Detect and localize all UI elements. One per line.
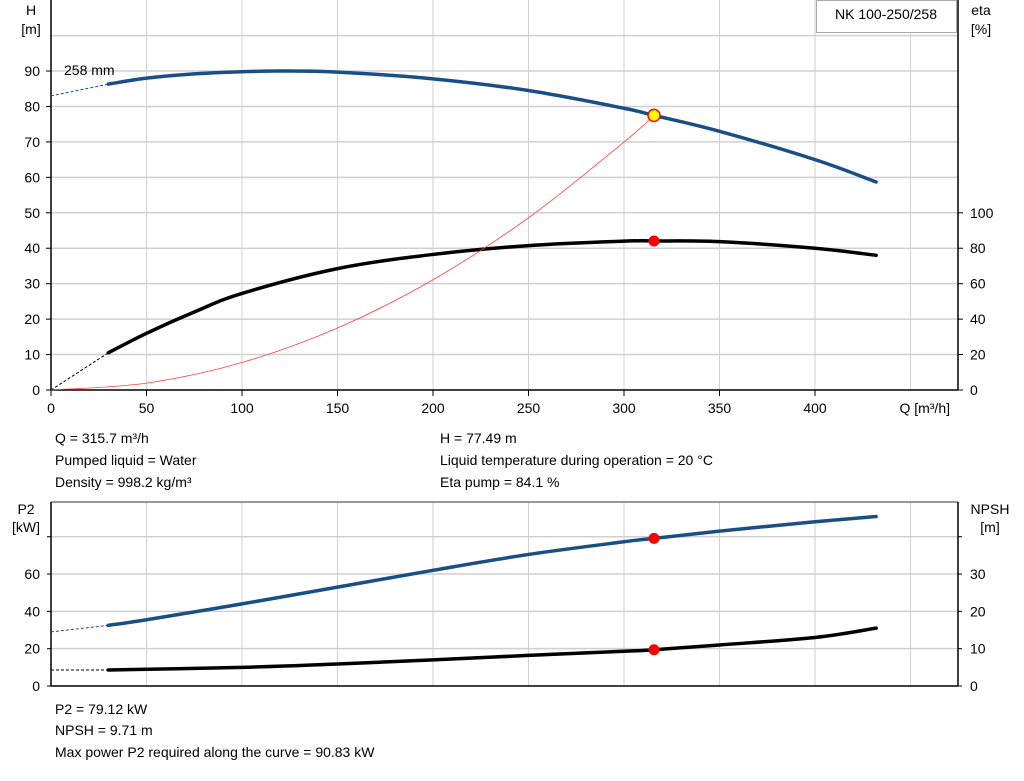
duty-point-npsh: [648, 644, 660, 656]
h-axis-label: H: [26, 2, 36, 18]
head-curve-extrapolated: [50, 83, 109, 97]
h-tick-label: 70: [24, 134, 40, 150]
x-tick-label: 300: [612, 400, 636, 416]
curves: [50, 69, 878, 672]
eta-tick-label: 20: [970, 347, 986, 363]
info-h: H = 77.49 m: [440, 430, 517, 446]
p2-tick-label: 20: [24, 641, 40, 657]
npsh-curve: [106, 626, 878, 672]
info-eta: Eta pump = 84.1 %: [440, 474, 560, 490]
duty-point-eta: [648, 235, 660, 247]
impeller-diameter-label: 258 mm: [64, 62, 115, 78]
eta-curve-extrapolated: [50, 352, 109, 391]
eta-tick-label: 100: [970, 205, 994, 221]
npsh-tick-label: 0: [970, 678, 978, 694]
pump-legend-box: [816, 0, 957, 33]
npsh-axis-label: NPSH: [971, 501, 1010, 517]
h-tick-label: 80: [24, 98, 40, 114]
h-tick-label: 50: [24, 205, 40, 221]
x-tick-label: 400: [803, 400, 827, 416]
eta-curve: [106, 238, 878, 355]
h-tick-label: 30: [24, 276, 40, 292]
eta-tick-label: 0: [970, 382, 978, 398]
h-tick-label: 40: [24, 240, 40, 256]
p2-tick-label: 40: [24, 603, 40, 619]
p2-tick-label: 60: [24, 566, 40, 582]
p2-curve-extrapolated: [50, 624, 109, 633]
eta-axis-label: eta: [971, 2, 991, 18]
info-npsh: NPSH = 9.71 m: [55, 722, 153, 738]
info-max-p2: Max power P2 required along the curve = …: [55, 744, 375, 760]
duty-point-head: [647, 108, 661, 123]
x-tick-label: 100: [230, 400, 254, 416]
p2-axis-unit: [kW]: [12, 519, 40, 535]
h-tick-label: 10: [24, 347, 40, 363]
bottom-grid: [50, 501, 959, 687]
eta-axis-unit: [%]: [971, 21, 991, 37]
eta-tick-label: 80: [970, 240, 986, 256]
npsh-axis-unit: [m]: [980, 519, 999, 535]
p2-tick-label: 0: [32, 678, 40, 694]
p2-axis-label: P2: [17, 501, 34, 517]
info-liquid: Pumped liquid = Water: [55, 452, 197, 468]
q-axis-label: Q [m³/h]: [899, 400, 950, 416]
info-density: Density = 998.2 kg/m³: [55, 474, 192, 490]
info-p2: P2 = 79.12 kW: [55, 701, 148, 717]
eta-tick-label: 60: [970, 276, 986, 292]
npsh-tick-label: 10: [970, 641, 986, 657]
h-axis-unit: [m]: [21, 21, 40, 37]
x-tick-label: 0: [47, 400, 55, 416]
x-tick-label: 350: [708, 400, 732, 416]
x-tick-label: 50: [139, 400, 155, 416]
info-q: Q = 315.7 m³/h: [55, 430, 149, 446]
x-tick-label: 250: [517, 400, 541, 416]
tick-labels: 0 50 100 150 200 250 300 350 4000102030405060708…: [24, 63, 993, 694]
h-tick-label: 60: [24, 169, 40, 185]
h-tick-label: 0: [32, 382, 40, 398]
p2-curve: [106, 514, 878, 628]
head-curve: [106, 69, 878, 184]
eta-tick-label: 40: [970, 311, 986, 327]
info-temp: Liquid temperature during operation = 20…: [440, 452, 713, 468]
duty-point-p2: [648, 532, 660, 544]
pump-legend-label: NK 100-250/258: [835, 6, 937, 22]
h-tick-label: 20: [24, 311, 40, 327]
npsh-tick-label: 20: [970, 603, 986, 619]
x-tick-label: 150: [326, 400, 350, 416]
x-tick-label: 200: [421, 400, 445, 416]
h-tick-label: 90: [24, 63, 40, 79]
top-grid: [50, 0, 959, 391]
npsh-tick-label: 30: [970, 566, 986, 582]
system-curve: [50, 114, 655, 391]
